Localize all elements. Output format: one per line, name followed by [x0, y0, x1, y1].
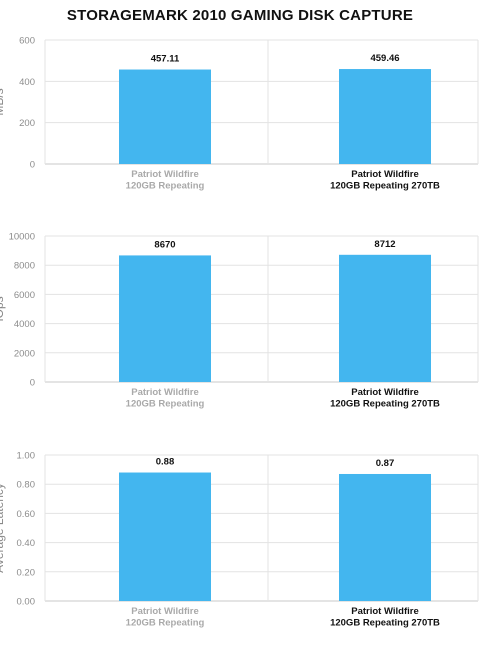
page-title: STORAGEMARK 2010 GAMING DISK CAPTURE — [66, 7, 414, 24]
category-label: 120GB Repeating 270TB — [330, 181, 440, 192]
y-tick-label: 10000 — [9, 232, 35, 243]
y-tick-label: 0.20 — [17, 567, 36, 578]
bar — [119, 255, 211, 382]
y-tick-label: 0 — [30, 160, 35, 171]
y-tick-label: 0 — [30, 378, 35, 389]
y-tick-label: 8000 — [14, 261, 35, 272]
category-label: Patriot Wildfire — [351, 606, 418, 617]
y-tick-label: 600 — [19, 36, 35, 47]
data-label: 0.88 — [156, 457, 175, 468]
category-label: 120GB Repeating — [126, 618, 205, 629]
data-label: 459.46 — [370, 53, 399, 64]
category-label: Patriot Wildfire — [131, 169, 198, 180]
data-label: 8670 — [154, 239, 175, 250]
y-axis-label: Average Latency — [0, 483, 6, 573]
y-tick-label: 0.00 — [17, 597, 36, 608]
bar — [339, 473, 431, 601]
y-tick-label: 400 — [19, 77, 35, 88]
category-label: Patriot Wildfire — [131, 606, 198, 617]
y-tick-label: 0.80 — [17, 480, 36, 491]
category-label: Patriot Wildfire — [351, 387, 418, 398]
y-tick-label: 1.00 — [17, 451, 36, 462]
category-label: Patriot Wildfire — [351, 169, 418, 180]
bar — [119, 472, 211, 601]
data-label: 0.87 — [376, 458, 395, 469]
y-tick-label: 0.60 — [17, 509, 36, 520]
bar — [339, 69, 431, 164]
bar — [339, 254, 431, 382]
category-label: Patriot Wildfire — [131, 387, 198, 398]
y-tick-label: 200 — [19, 118, 35, 129]
bar — [119, 69, 211, 164]
category-label: 120GB Repeating 270TB — [330, 618, 440, 629]
y-axis-label: MB/s — [0, 88, 6, 115]
y-axis-label: IOps — [0, 296, 6, 321]
y-tick-label: 2000 — [14, 348, 35, 359]
y-tick-label: 0.40 — [17, 538, 36, 549]
data-label: 8712 — [374, 239, 395, 250]
data-label: 457.11 — [151, 54, 180, 65]
y-tick-label: 6000 — [14, 290, 35, 301]
category-label: 120GB Repeating 270TB — [330, 399, 440, 410]
category-label: 120GB Repeating — [126, 181, 205, 192]
category-label: 120GB Repeating — [126, 399, 205, 410]
y-tick-label: 4000 — [14, 319, 35, 330]
